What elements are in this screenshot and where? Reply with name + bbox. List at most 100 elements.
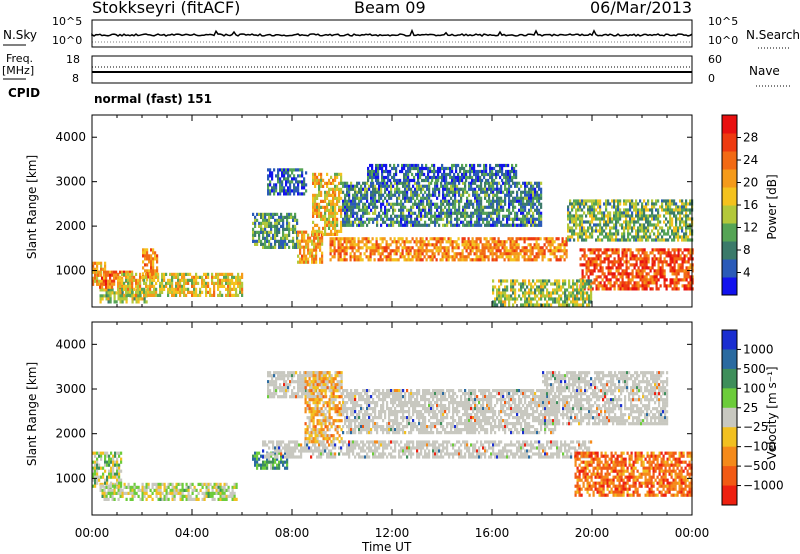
power-panel-cell (588, 300, 591, 304)
velocity-panel-cell (153, 482, 156, 486)
power-panel-cell (590, 294, 593, 298)
power-panel-cell (328, 202, 331, 206)
power-panel-cell (611, 205, 614, 209)
power-panel-cell (669, 211, 672, 215)
power-panel-cell (266, 218, 269, 222)
cpid-label: CPID (8, 86, 41, 100)
power-panel-cell (505, 172, 508, 177)
power-panel-cell (131, 294, 134, 298)
power-panel-cell (382, 181, 385, 185)
power-panel-cell (284, 227, 287, 231)
power-panel-cell (472, 223, 475, 227)
power-panel-cell (478, 208, 481, 212)
power-panel-cell (342, 190, 345, 194)
power-panel-cell (481, 246, 484, 250)
power-panel-cell (639, 269, 642, 273)
power-panel-cell (611, 238, 614, 242)
power-panel-cell (458, 181, 461, 185)
power-panel-cell (316, 208, 319, 212)
power-panel-cell (320, 181, 323, 185)
power-panel-cell (597, 257, 600, 261)
power-panel-cell (451, 240, 454, 244)
power-panel-cell (280, 242, 283, 246)
power-panel-cell (647, 238, 650, 242)
power-panel-cell (627, 248, 630, 252)
power-panel-cell (671, 281, 674, 285)
power-panel-cell (528, 288, 531, 292)
power-panel-cell (504, 193, 507, 197)
power-panel-cell (609, 226, 612, 230)
power-panel-cell (139, 281, 142, 285)
power-panel-cell (330, 199, 333, 203)
power-panel-cell (532, 223, 535, 227)
power-panel-cell (173, 275, 176, 279)
power-panel-cell (540, 294, 543, 298)
power-panel-cell (426, 199, 429, 203)
power-panel-cell (407, 246, 410, 250)
power-panel-cell (498, 217, 501, 221)
power-panel-cell (127, 293, 130, 297)
power-panel-cell (542, 279, 545, 283)
velocity-panel-cell (101, 494, 104, 498)
power-panel-cell (587, 229, 590, 233)
power-panel-cell (653, 272, 656, 276)
power-panel-cell (346, 199, 349, 203)
power-panel-cell (428, 205, 431, 209)
power-panel-cell (635, 211, 638, 215)
power-panel-cell (294, 212, 297, 216)
power-panel-cell (451, 163, 454, 168)
power-panel-cell (321, 230, 324, 234)
power-panel-cell (510, 223, 513, 227)
power-panel-cell (103, 273, 106, 277)
power-panel-cell (493, 258, 496, 262)
power-panel-cell (523, 252, 526, 256)
power-panel-cell (617, 287, 620, 291)
power-panel-cell (440, 217, 443, 221)
power-panel-cell (223, 278, 226, 282)
power-panel-cell (362, 220, 365, 224)
power-panel-cell (447, 240, 450, 244)
power-panel-cell (415, 243, 418, 247)
power-panel-cell (651, 287, 654, 291)
power-panel-cell (538, 285, 541, 289)
power-panel-cell (621, 232, 624, 236)
power-panel-cell (121, 276, 124, 280)
power-panel-cell (669, 220, 672, 224)
power-panel-cell (476, 220, 479, 224)
power-panel-cell (260, 212, 263, 216)
power-panel-cell (324, 196, 327, 200)
power-panel-cell (358, 187, 361, 191)
power-panel-cell (506, 288, 509, 292)
power-panel-cell (161, 284, 164, 288)
power-panel-cell (231, 287, 234, 291)
power-panel-cell (589, 214, 592, 218)
power-panel-cell (411, 163, 414, 168)
power-panel-cell (677, 281, 680, 285)
power-panel-cell (177, 278, 180, 282)
power-panel-cell (448, 208, 451, 212)
power-panel-cell (386, 202, 389, 206)
power-panel-cell (380, 193, 383, 197)
power-panel-cell (418, 181, 421, 185)
power-panel-cell (437, 246, 440, 250)
power-panel-cell (377, 169, 380, 174)
power-panel-cell (406, 184, 409, 188)
power-panel-cell (223, 275, 226, 279)
power-panel-cell (318, 211, 321, 215)
power-panel-cell (544, 297, 547, 301)
power-panel-cell (497, 169, 500, 174)
station-title: Stokkseyri (fitACF) (92, 0, 241, 17)
power-panel-cell (685, 214, 688, 218)
power-panel-cell (400, 223, 403, 227)
power-panel-cell (445, 166, 448, 171)
power-panel-cell (297, 230, 300, 234)
power-panel-cell (402, 196, 405, 200)
power-panel-cell (301, 171, 304, 175)
power-panel-cell (579, 223, 582, 227)
power-panel-cell (431, 163, 434, 168)
power-panel-cell (344, 214, 347, 218)
power-panel-cell (386, 223, 389, 227)
power-panel-cell (416, 220, 419, 224)
power-panel-cell (317, 239, 320, 243)
power-panel-cell (336, 175, 339, 179)
